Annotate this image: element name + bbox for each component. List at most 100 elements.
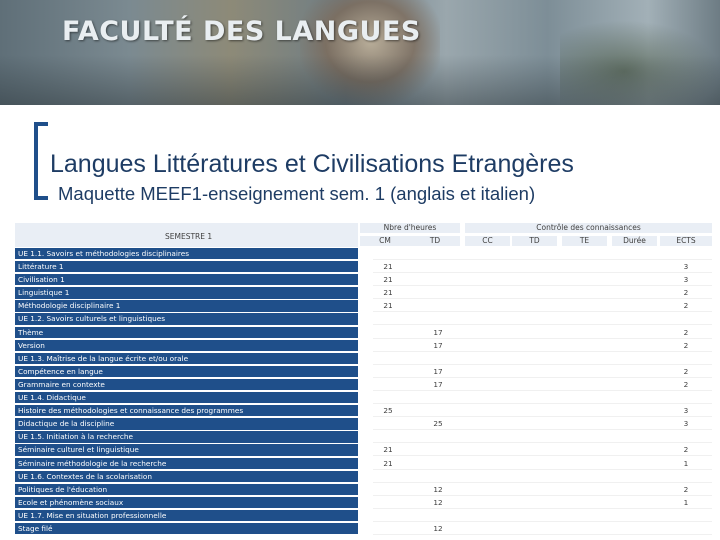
row-divider — [373, 442, 712, 444]
table-row: Séminaire méthodologie de la recherche 21… — [15, 457, 712, 470]
page-subtitle: Maquette MEEF1-enseignement sem. 1 (angl… — [58, 183, 536, 204]
table-row: Civilisation 1 21 3 — [15, 273, 712, 287]
row-label: Grammaire en contexte — [15, 378, 358, 391]
row-label: UE 1.5. Initiation à la recherche — [15, 431, 358, 443]
row-label: UE 1.3. Maîtrise de la langue écrite et/… — [15, 352, 358, 365]
cm-cell: 21 — [383, 458, 393, 468]
row-divider — [373, 337, 712, 339]
cm-cell: 21 — [383, 262, 393, 272]
row-label: Linguistique 1 — [15, 287, 358, 299]
col-td: TD — [410, 236, 460, 246]
row-divider — [373, 416, 712, 418]
td-cell: 17 — [433, 340, 443, 350]
row-label: UE 1.2. Savoirs culturels et linguistiqu… — [15, 313, 358, 325]
cm-cell: 21 — [383, 275, 393, 285]
col-duree: Durée — [612, 236, 657, 246]
table-row: Thème 17 2 — [15, 326, 712, 339]
col-cm: CM — [360, 236, 410, 246]
td-cell: 25 — [433, 419, 443, 429]
ects-cell: 3 — [683, 275, 689, 285]
ects-cell: 2 — [683, 445, 689, 455]
td-cell: 17 — [433, 379, 443, 389]
col-cc: CC — [465, 236, 510, 246]
curriculum-table: UE 1.1. Savoirs et méthodologies discipl… — [15, 247, 712, 535]
page-title: Langues Littératures et Civilisations Et… — [50, 150, 574, 178]
row-divider — [373, 455, 712, 457]
row-label: Version — [15, 339, 358, 351]
ects-cell: 2 — [683, 288, 689, 298]
table-row: UE 1.7. Mise en situation professionnell… — [15, 509, 712, 522]
table-row: Littérature 1 21 3 — [15, 260, 712, 274]
hours-group-header: Nbre d'heures — [360, 223, 460, 233]
table-row: Méthodologie disciplinaire 1 21 2 — [15, 299, 712, 313]
cm-cell: 21 — [383, 445, 393, 455]
col-control-td: TD — [512, 236, 557, 246]
row-label: UE 1.6. Contextes de la scolarisation — [15, 470, 358, 482]
td-cell: 12 — [433, 484, 443, 494]
table-row: UE 1.5. Initiation à la recherche — [15, 430, 712, 444]
table-row: UE 1.4. Didactique — [15, 391, 712, 405]
row-divider — [373, 350, 712, 352]
ects-cell: 2 — [683, 379, 689, 389]
row-label: Compétence en langue — [15, 365, 358, 378]
semester-label: SEMESTRE 1 — [165, 232, 213, 241]
row-divider — [373, 533, 712, 535]
cm-cell: 25 — [383, 406, 393, 416]
row-divider — [373, 376, 712, 378]
row-label: Stage filé — [15, 522, 358, 535]
ects-cell: 3 — [683, 262, 689, 272]
table-row: Grammaire en contexte 17 2 — [15, 378, 712, 391]
row-divider — [373, 272, 712, 274]
row-label: Séminaire méthodologie de la recherche — [15, 457, 358, 469]
ects-cell: 2 — [683, 484, 689, 494]
row-label: Politiques de l'éducation — [15, 483, 358, 495]
row-label: Didactique de la discipline — [15, 418, 358, 430]
row-divider — [373, 468, 712, 470]
table-row: Compétence en langue 17 2 — [15, 365, 712, 378]
table-row: UE 1.6. Contextes de la scolarisation — [15, 470, 712, 483]
table-row: Didactique de la discipline 25 3 — [15, 417, 712, 431]
header-banner: FACULTÉ DES LANGUES — [0, 0, 720, 105]
row-divider — [373, 298, 712, 300]
row-label: Civilisation 1 — [15, 274, 358, 286]
td-cell: 12 — [433, 523, 443, 533]
semester-header: SEMESTRE 1 — [15, 223, 358, 247]
row-divider — [373, 259, 712, 260]
row-divider — [373, 324, 712, 326]
ects-cell: 2 — [683, 366, 689, 376]
row-divider — [373, 311, 712, 313]
table-row: Version 17 2 — [15, 339, 712, 352]
row-divider — [373, 403, 712, 405]
row-label: UE 1.1. Savoirs et méthodologies discipl… — [15, 248, 358, 260]
row-label: UE 1.7. Mise en situation professionnell… — [15, 509, 358, 522]
ects-cell: 2 — [683, 340, 689, 350]
row-label: Histoire des méthodologies et connaissan… — [15, 405, 358, 417]
row-label: Ecole et phénomène sociaux — [15, 496, 358, 509]
row-label: Thème — [15, 326, 358, 338]
td-cell: 17 — [433, 327, 443, 337]
row-divider — [373, 494, 712, 496]
ects-cell: 3 — [683, 419, 689, 429]
row-divider — [373, 520, 712, 522]
table-row: UE 1.2. Savoirs culturels et linguistiqu… — [15, 312, 712, 326]
row-label: Séminaire culturel et linguistique — [15, 444, 358, 456]
row-divider — [373, 429, 712, 431]
table-row: Ecole et phénomène sociaux 12 1 — [15, 496, 712, 509]
banner-photo-foliage — [560, 20, 720, 105]
row-divider — [373, 507, 712, 509]
table-row: UE 1.1. Savoirs et méthodologies discipl… — [15, 247, 712, 260]
row-label: Méthodologie disciplinaire 1 — [15, 300, 358, 312]
ects-cell: 1 — [683, 458, 689, 468]
ects-cell: 3 — [683, 406, 689, 416]
control-group-header: Contrôle des connaissances — [465, 223, 712, 233]
col-ects: ECTS — [660, 236, 712, 246]
row-label: UE 1.4. Didactique — [15, 392, 358, 404]
table-row: Stage filé 12 — [15, 522, 712, 535]
td-cell: 12 — [433, 497, 443, 507]
col-te: TE — [562, 236, 607, 246]
table-row: Linguistique 1 21 2 — [15, 286, 712, 300]
row-divider — [373, 389, 712, 391]
row-divider — [373, 363, 712, 365]
table-row: UE 1.3. Maîtrise de la langue écrite et/… — [15, 352, 712, 365]
cm-cell: 21 — [383, 288, 393, 298]
